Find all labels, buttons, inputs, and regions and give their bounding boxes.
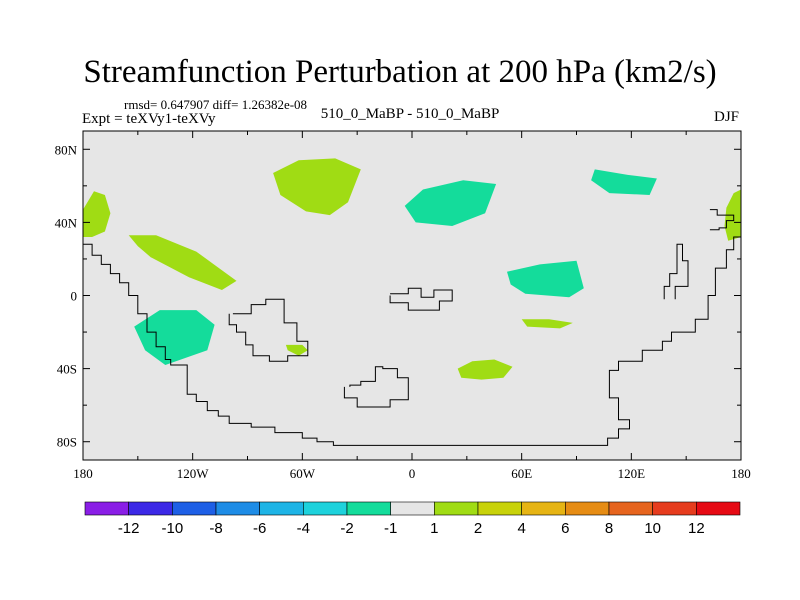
coastline-3	[343, 366, 409, 408]
chart-title: Streamfunction Perturbation at 200 hPa (…	[83, 54, 717, 90]
x-tick-label: 120E	[618, 466, 646, 481]
coastlines	[83, 209, 741, 446]
colorbar-label: -1	[384, 520, 397, 537]
axis-ticks: 180 120W 60W 0 60E 120E 180 80N 40N 0 40S 80S	[55, 131, 751, 481]
colorbar-label: -10	[161, 520, 183, 537]
colorbar-label: -8	[209, 520, 222, 537]
anomaly-region-3	[128, 235, 237, 290]
anomaly-region-2	[273, 158, 361, 216]
colorbar-label: 8	[605, 520, 613, 537]
y-tick-label: 0	[71, 289, 78, 304]
colorbar-label: 10	[644, 520, 661, 537]
coastline-4	[709, 209, 735, 231]
colorbar-swatch	[390, 501, 435, 516]
colorbar-swatch	[346, 501, 391, 516]
colorbar-label: 4	[517, 520, 525, 537]
colorbar-swatch	[477, 501, 522, 516]
x-tick-label: 180	[73, 466, 93, 481]
anomaly-region-0	[83, 191, 111, 237]
anomaly-region-6	[521, 319, 573, 329]
x-tick-label: 180	[731, 466, 751, 481]
colorbar-swatch	[172, 501, 217, 516]
coastline-0	[83, 236, 741, 446]
x-tick-label: 60W	[290, 466, 316, 481]
x-tick-label: 120W	[177, 466, 210, 481]
colorbar-label: -6	[253, 520, 266, 537]
colorbar-swatch	[434, 501, 479, 516]
season-label: DJF	[713, 109, 739, 125]
colorbar-swatch	[696, 501, 741, 516]
colorbar-label: -2	[340, 520, 353, 537]
y-tick-label: 40S	[57, 362, 77, 377]
colorbar-label: 1	[430, 520, 438, 537]
y-tick-label: 80S	[57, 435, 77, 450]
y-tick-label: 80N	[55, 142, 78, 157]
colorbar-label: -12	[118, 520, 140, 537]
y-tick-label: 40N	[55, 215, 78, 230]
colorbar-swatch	[303, 501, 348, 516]
stats-label: rmsd= 0.647907 diff= 1.26382e-08	[124, 97, 308, 112]
anomaly-region-10	[134, 310, 215, 365]
colorbar-swatch	[128, 501, 173, 516]
colorbar-swatch	[652, 501, 697, 516]
run-label: 510_0_MaBP - 510_0_MaBP	[320, 106, 500, 122]
colorbar-label: 6	[561, 520, 569, 537]
colorbar-swatch	[215, 501, 260, 516]
x-tick-label: 60E	[511, 466, 532, 481]
colorbar-swatch	[608, 501, 653, 516]
colorbar-swatch	[521, 501, 566, 516]
colorbar: -12 -10 -8 -6 -4 -2 -1 1 2 4 6 8 10 12	[84, 501, 741, 537]
coastline-5	[663, 243, 689, 300]
anomaly-region-4	[285, 344, 308, 356]
anomaly-region-7	[404, 180, 497, 226]
anomaly-region-5	[457, 359, 513, 380]
colorbar-label: -4	[297, 520, 310, 537]
coastline-1	[228, 298, 309, 362]
coastline-2	[389, 287, 453, 311]
anomaly-region-8	[591, 169, 657, 195]
colorbar-swatch	[84, 501, 129, 516]
colorbar-swatch	[565, 501, 610, 516]
colorbar-swatch	[259, 501, 304, 516]
anomaly-contours	[83, 158, 741, 380]
experiment-label: Expt = teXVy1-teXVy	[82, 111, 216, 127]
colorbar-label: 2	[474, 520, 482, 537]
anomaly-region-9	[507, 260, 584, 298]
x-tick-label: 0	[409, 466, 416, 481]
colorbar-label: 12	[688, 520, 705, 537]
